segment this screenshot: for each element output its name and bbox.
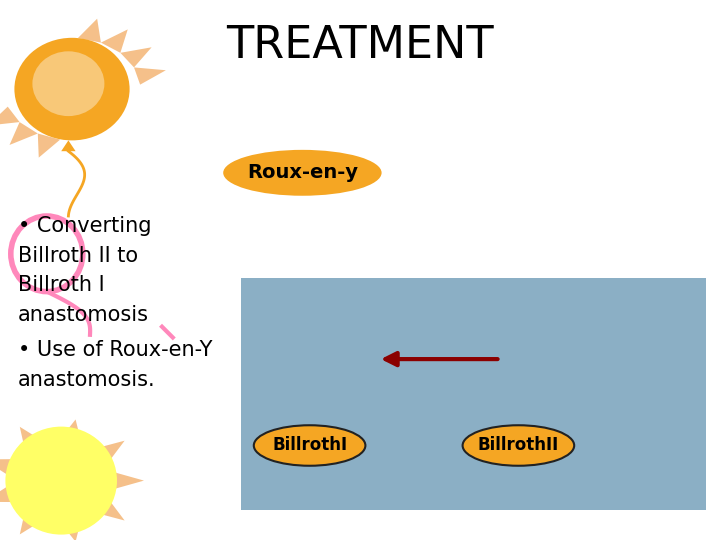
Text: Roux-en-y: Roux-en-y	[247, 163, 358, 183]
Ellipse shape	[253, 426, 366, 465]
Polygon shape	[0, 459, 15, 475]
Polygon shape	[120, 48, 152, 68]
Polygon shape	[0, 486, 15, 502]
FancyBboxPatch shape	[241, 278, 706, 510]
Polygon shape	[114, 472, 144, 489]
Text: BillrothII: BillrothII	[478, 436, 559, 455]
Polygon shape	[59, 420, 81, 443]
Ellipse shape	[14, 38, 130, 140]
Polygon shape	[61, 140, 76, 151]
Ellipse shape	[32, 51, 104, 116]
Polygon shape	[59, 518, 81, 540]
Ellipse shape	[462, 426, 575, 465]
Text: BillrothI: BillrothI	[272, 436, 347, 455]
Polygon shape	[38, 133, 60, 158]
Polygon shape	[101, 29, 127, 53]
Text: TREATMENT: TREATMENT	[226, 24, 494, 68]
Polygon shape	[94, 500, 125, 521]
Ellipse shape	[223, 150, 382, 195]
Polygon shape	[20, 427, 45, 450]
Text: • Use of Roux-en-Y
anastomosis.: • Use of Roux-en-Y anastomosis.	[18, 340, 212, 390]
Polygon shape	[0, 106, 19, 126]
Polygon shape	[134, 68, 166, 85]
Ellipse shape	[6, 427, 117, 535]
Text: • Converting
Billroth II to
Billroth I
anastomosis: • Converting Billroth II to Billroth I a…	[18, 216, 151, 325]
Polygon shape	[9, 122, 37, 145]
Polygon shape	[78, 19, 101, 43]
Polygon shape	[94, 441, 125, 462]
Polygon shape	[19, 511, 45, 535]
